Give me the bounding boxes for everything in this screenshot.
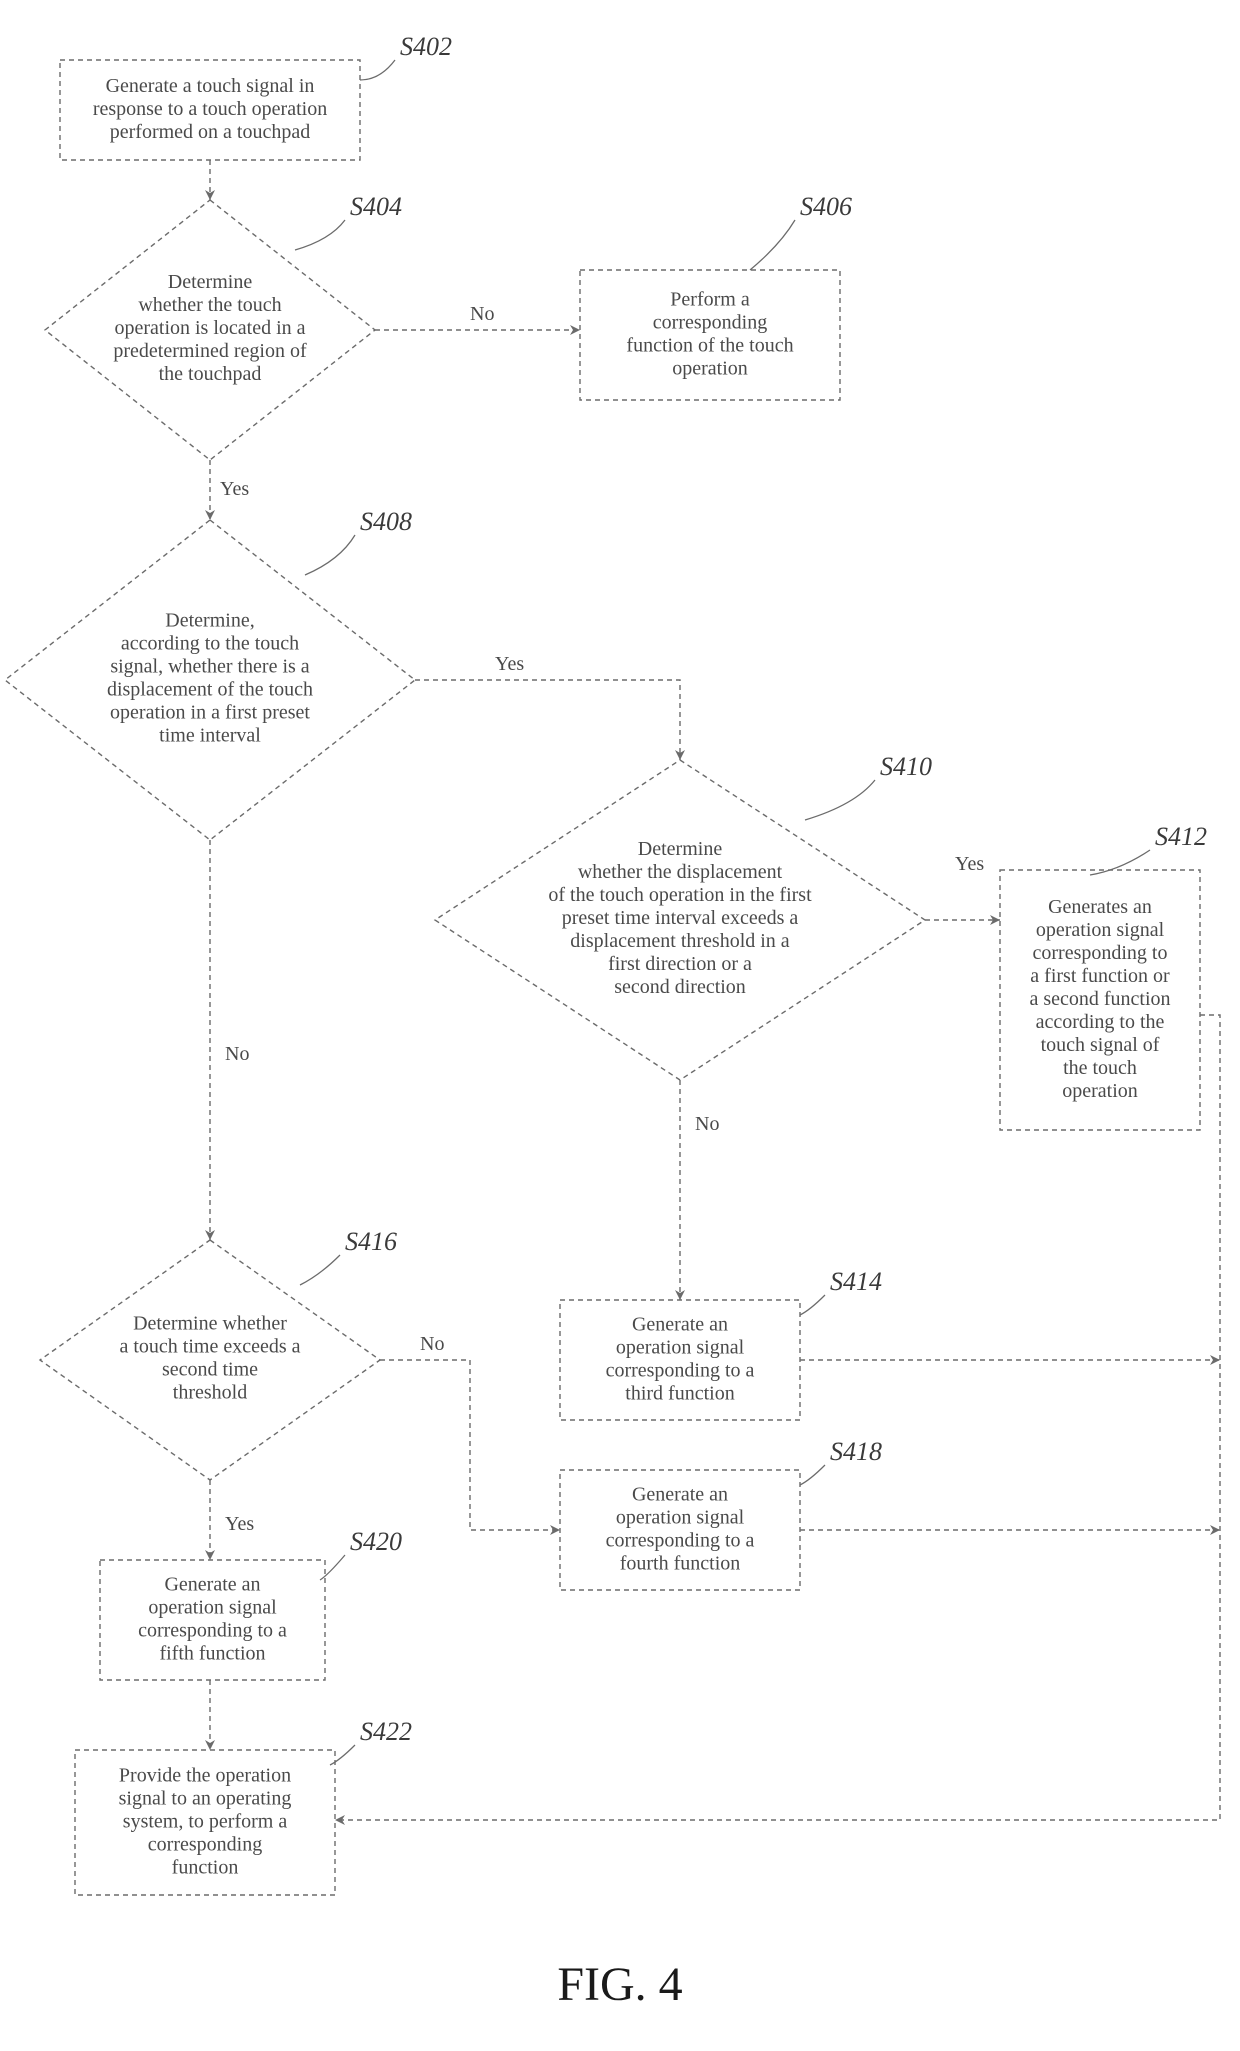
step-label-s410: S410 xyxy=(880,752,932,781)
edge-label-5: Yes xyxy=(955,853,984,875)
step-label-s412: S412 xyxy=(1155,822,1207,851)
svg-text:the touch: the touch xyxy=(1063,1057,1137,1079)
svg-text:Generate a touch signal in: Generate a touch signal in xyxy=(106,75,315,97)
svg-text:Generate an: Generate an xyxy=(164,1574,260,1596)
edge-label-3: No xyxy=(225,1043,249,1065)
svg-text:second direction: second direction xyxy=(614,976,746,998)
svg-text:Generates an: Generates an xyxy=(1048,896,1152,918)
svg-text:operation signal: operation signal xyxy=(148,1597,277,1619)
svg-text:Determine: Determine xyxy=(638,838,723,860)
svg-text:corresponding: corresponding xyxy=(148,1834,262,1856)
step-label-s420: S420 xyxy=(350,1527,402,1556)
svg-text:operation is located in a: operation is located in a xyxy=(114,317,305,339)
svg-text:threshold: threshold xyxy=(173,1382,247,1404)
svg-text:operation signal: operation signal xyxy=(616,1507,745,1529)
svg-text:displacement threshold in a: displacement threshold in a xyxy=(570,930,790,952)
edge-label-2: No xyxy=(470,303,494,325)
svg-text:a second function: a second function xyxy=(1029,988,1170,1010)
svg-text:preset time interval exceeds a: preset time interval exceeds a xyxy=(562,907,799,929)
svg-text:Determine whether: Determine whether xyxy=(133,1313,287,1335)
svg-text:operation signal: operation signal xyxy=(616,1337,745,1359)
svg-text:Determine: Determine xyxy=(168,271,253,293)
svg-text:touch signal of: touch signal of xyxy=(1041,1034,1160,1056)
edge-label-7: Yes xyxy=(225,1513,254,1535)
step-label-s418: S418 xyxy=(830,1437,882,1466)
step-label-s404: S404 xyxy=(350,192,402,221)
svg-text:corresponding to a: corresponding to a xyxy=(138,1620,287,1642)
edge-label-8: No xyxy=(420,1333,444,1355)
svg-text:according to the: according to the xyxy=(1036,1011,1165,1033)
svg-text:according to the touch: according to the touch xyxy=(121,633,299,655)
svg-text:Generate an: Generate an xyxy=(632,1484,728,1506)
svg-text:third function: third function xyxy=(625,1383,734,1405)
svg-text:signal to an operating: signal to an operating xyxy=(119,1788,292,1810)
step-label-s414: S414 xyxy=(830,1267,882,1296)
step-label-s402: S402 xyxy=(400,32,452,61)
figure-caption: FIG. 4 xyxy=(557,1958,682,2011)
svg-text:predetermined region of: predetermined region of xyxy=(113,340,307,362)
svg-text:the touchpad: the touchpad xyxy=(159,363,262,385)
svg-text:whether the touch: whether the touch xyxy=(138,294,281,316)
svg-text:system, to perform a: system, to perform a xyxy=(123,1811,288,1833)
svg-text:fourth function: fourth function xyxy=(620,1553,741,1575)
svg-text:response to a touch operation: response to a touch operation xyxy=(93,98,327,120)
svg-text:function: function xyxy=(172,1857,239,1879)
svg-text:a first function or: a first function or xyxy=(1030,965,1170,987)
svg-text:a touch time exceeds a: a touch time exceeds a xyxy=(119,1336,300,1358)
svg-text:corresponding to: corresponding to xyxy=(1033,942,1168,964)
svg-text:displacement of the touch: displacement of the touch xyxy=(107,679,313,701)
svg-text:operation: operation xyxy=(1062,1080,1138,1102)
edge-label-1: Yes xyxy=(220,478,249,500)
step-label-s406: S406 xyxy=(800,192,852,221)
svg-text:Generate an: Generate an xyxy=(632,1314,728,1336)
edge-label-4: Yes xyxy=(495,653,524,675)
svg-text:operation signal: operation signal xyxy=(1036,919,1165,941)
svg-text:operation: operation xyxy=(672,358,748,380)
svg-text:of the touch operation in the: of the touch operation in the first xyxy=(548,884,812,906)
step-label-s422: S422 xyxy=(360,1717,412,1746)
svg-text:corresponding: corresponding xyxy=(653,312,767,334)
svg-text:corresponding to a: corresponding to a xyxy=(606,1360,755,1382)
step-label-s416: S416 xyxy=(345,1227,397,1256)
flowchart: Generate a touch signal inresponse to a … xyxy=(0,0,1240,2051)
svg-text:fifth function: fifth function xyxy=(159,1643,265,1665)
svg-text:time interval: time interval xyxy=(159,725,261,747)
svg-text:first direction or a: first direction or a xyxy=(608,953,752,975)
svg-text:performed on a touchpad: performed on a touchpad xyxy=(110,121,310,143)
svg-text:Determine,: Determine, xyxy=(165,610,254,632)
svg-text:signal, whether there is a: signal, whether there is a xyxy=(110,656,309,678)
step-label-s408: S408 xyxy=(360,507,412,536)
svg-text:Provide the operation: Provide the operation xyxy=(119,1765,291,1787)
svg-text:operation in a first preset: operation in a first preset xyxy=(110,702,310,724)
svg-text:whether the displacement: whether the displacement xyxy=(578,861,783,883)
svg-text:Perform a: Perform a xyxy=(670,289,750,311)
svg-text:second time: second time xyxy=(162,1359,258,1381)
svg-text:corresponding to a: corresponding to a xyxy=(606,1530,755,1552)
edge-label-6: No xyxy=(695,1113,719,1135)
svg-text:function of the touch: function of the touch xyxy=(626,335,793,357)
